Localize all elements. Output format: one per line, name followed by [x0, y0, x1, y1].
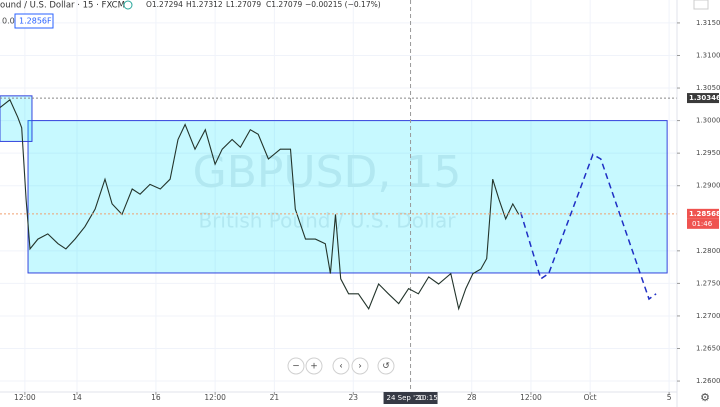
zoom-out-icon: − [292, 362, 300, 372]
y-tick-label: 1.26000 [696, 377, 720, 385]
crosshair-date: 24 Sep '20 [387, 394, 424, 402]
scroll-left-icon: ‹ [339, 362, 343, 372]
x-tick-label: 12:00 [520, 393, 542, 402]
toolbar: − + ‹ › ↺ [287, 357, 395, 375]
x-tick-label: 12:00 [204, 393, 226, 402]
x-tick-label: 28 [467, 393, 477, 402]
reset-icon: ↺ [382, 362, 390, 372]
ohlc-value: O1.27294 [146, 0, 183, 9]
input-box[interactable] [14, 13, 54, 29]
market-status [123, 0, 133, 10]
box [27, 120, 668, 274]
indicator-value: 0.0 [2, 17, 15, 26]
x-tick-label: 5 [667, 393, 672, 402]
x-tick-label: Oct [584, 393, 597, 402]
price-badge-text: 1.28568 [689, 210, 720, 218]
ohlc-value: C1.27079 [266, 0, 302, 9]
plot [0, 0, 677, 392]
price-badge-text: 1.30346 [689, 94, 720, 102]
ohlc-value: L1.27079 [226, 0, 261, 9]
x-tick-label: 12:00 [14, 393, 36, 402]
price-badge [687, 93, 719, 104]
price-badge [687, 208, 719, 219]
crosshair-time: 10:15 [418, 394, 438, 402]
settings[interactable]: ⚙ [700, 391, 710, 404]
zoom-in-icon: + [310, 362, 318, 372]
y-tick-label: 1.26500 [696, 345, 720, 353]
y-tick-label: 1.29000 [696, 182, 720, 190]
price-line [0, 98, 520, 311]
y-tick-label: 1.27000 [696, 312, 720, 320]
x-tick-label: 16 [151, 393, 161, 402]
symbol: ound / U.S. Dollar · 15 · FXCM [0, 1, 125, 11]
scroll-up[interactable] [693, 0, 709, 10]
y-tick-label: 1.31500 [696, 19, 720, 27]
scroll-right-icon: › [358, 362, 362, 372]
x-tick-label: 14 [72, 393, 82, 402]
y-tick-label: 1.31000 [696, 51, 720, 59]
y-tick-label: 1.30000 [696, 117, 720, 125]
price-line [519, 153, 657, 301]
y-tick-label: 1.27500 [696, 279, 720, 287]
ohlc-value: H1.27312 [186, 0, 223, 9]
ohlc-legend: O1.27294 H1.27312 L1.27079 C1.27079 −0.00215… [146, 0, 381, 9]
y-tick-label: 1.29500 [696, 149, 720, 157]
countdown-badge [687, 218, 719, 229]
crosshair-label-bg [383, 392, 438, 404]
ohlc-value: −0.00215 (−0.17%) [305, 0, 381, 9]
scroll-right[interactable] [351, 357, 369, 375]
axes: 1.26000 1.26500 1.27000 1.27500 1.28000 1.290… [14, 19, 720, 404]
zoom-out[interactable] [287, 357, 305, 375]
box [0, 95, 33, 142]
watermark: GBPUSD, 15 [193, 147, 462, 198]
x-tick-label: 23 [349, 393, 359, 402]
reset[interactable] [377, 357, 395, 375]
scroll-left[interactable] [332, 357, 350, 375]
input-box-text: 1.2856F [19, 17, 52, 26]
y-tick-label: 1.30500 [696, 84, 720, 92]
y-tick-label: 1.28000 [696, 247, 720, 255]
watermark-subtitle: British Pound / U.S. Dollar [198, 209, 456, 233]
x-tick-label: 21 [270, 393, 280, 402]
countdown: 01:46 [692, 220, 713, 228]
zoom-in[interactable] [305, 357, 323, 375]
